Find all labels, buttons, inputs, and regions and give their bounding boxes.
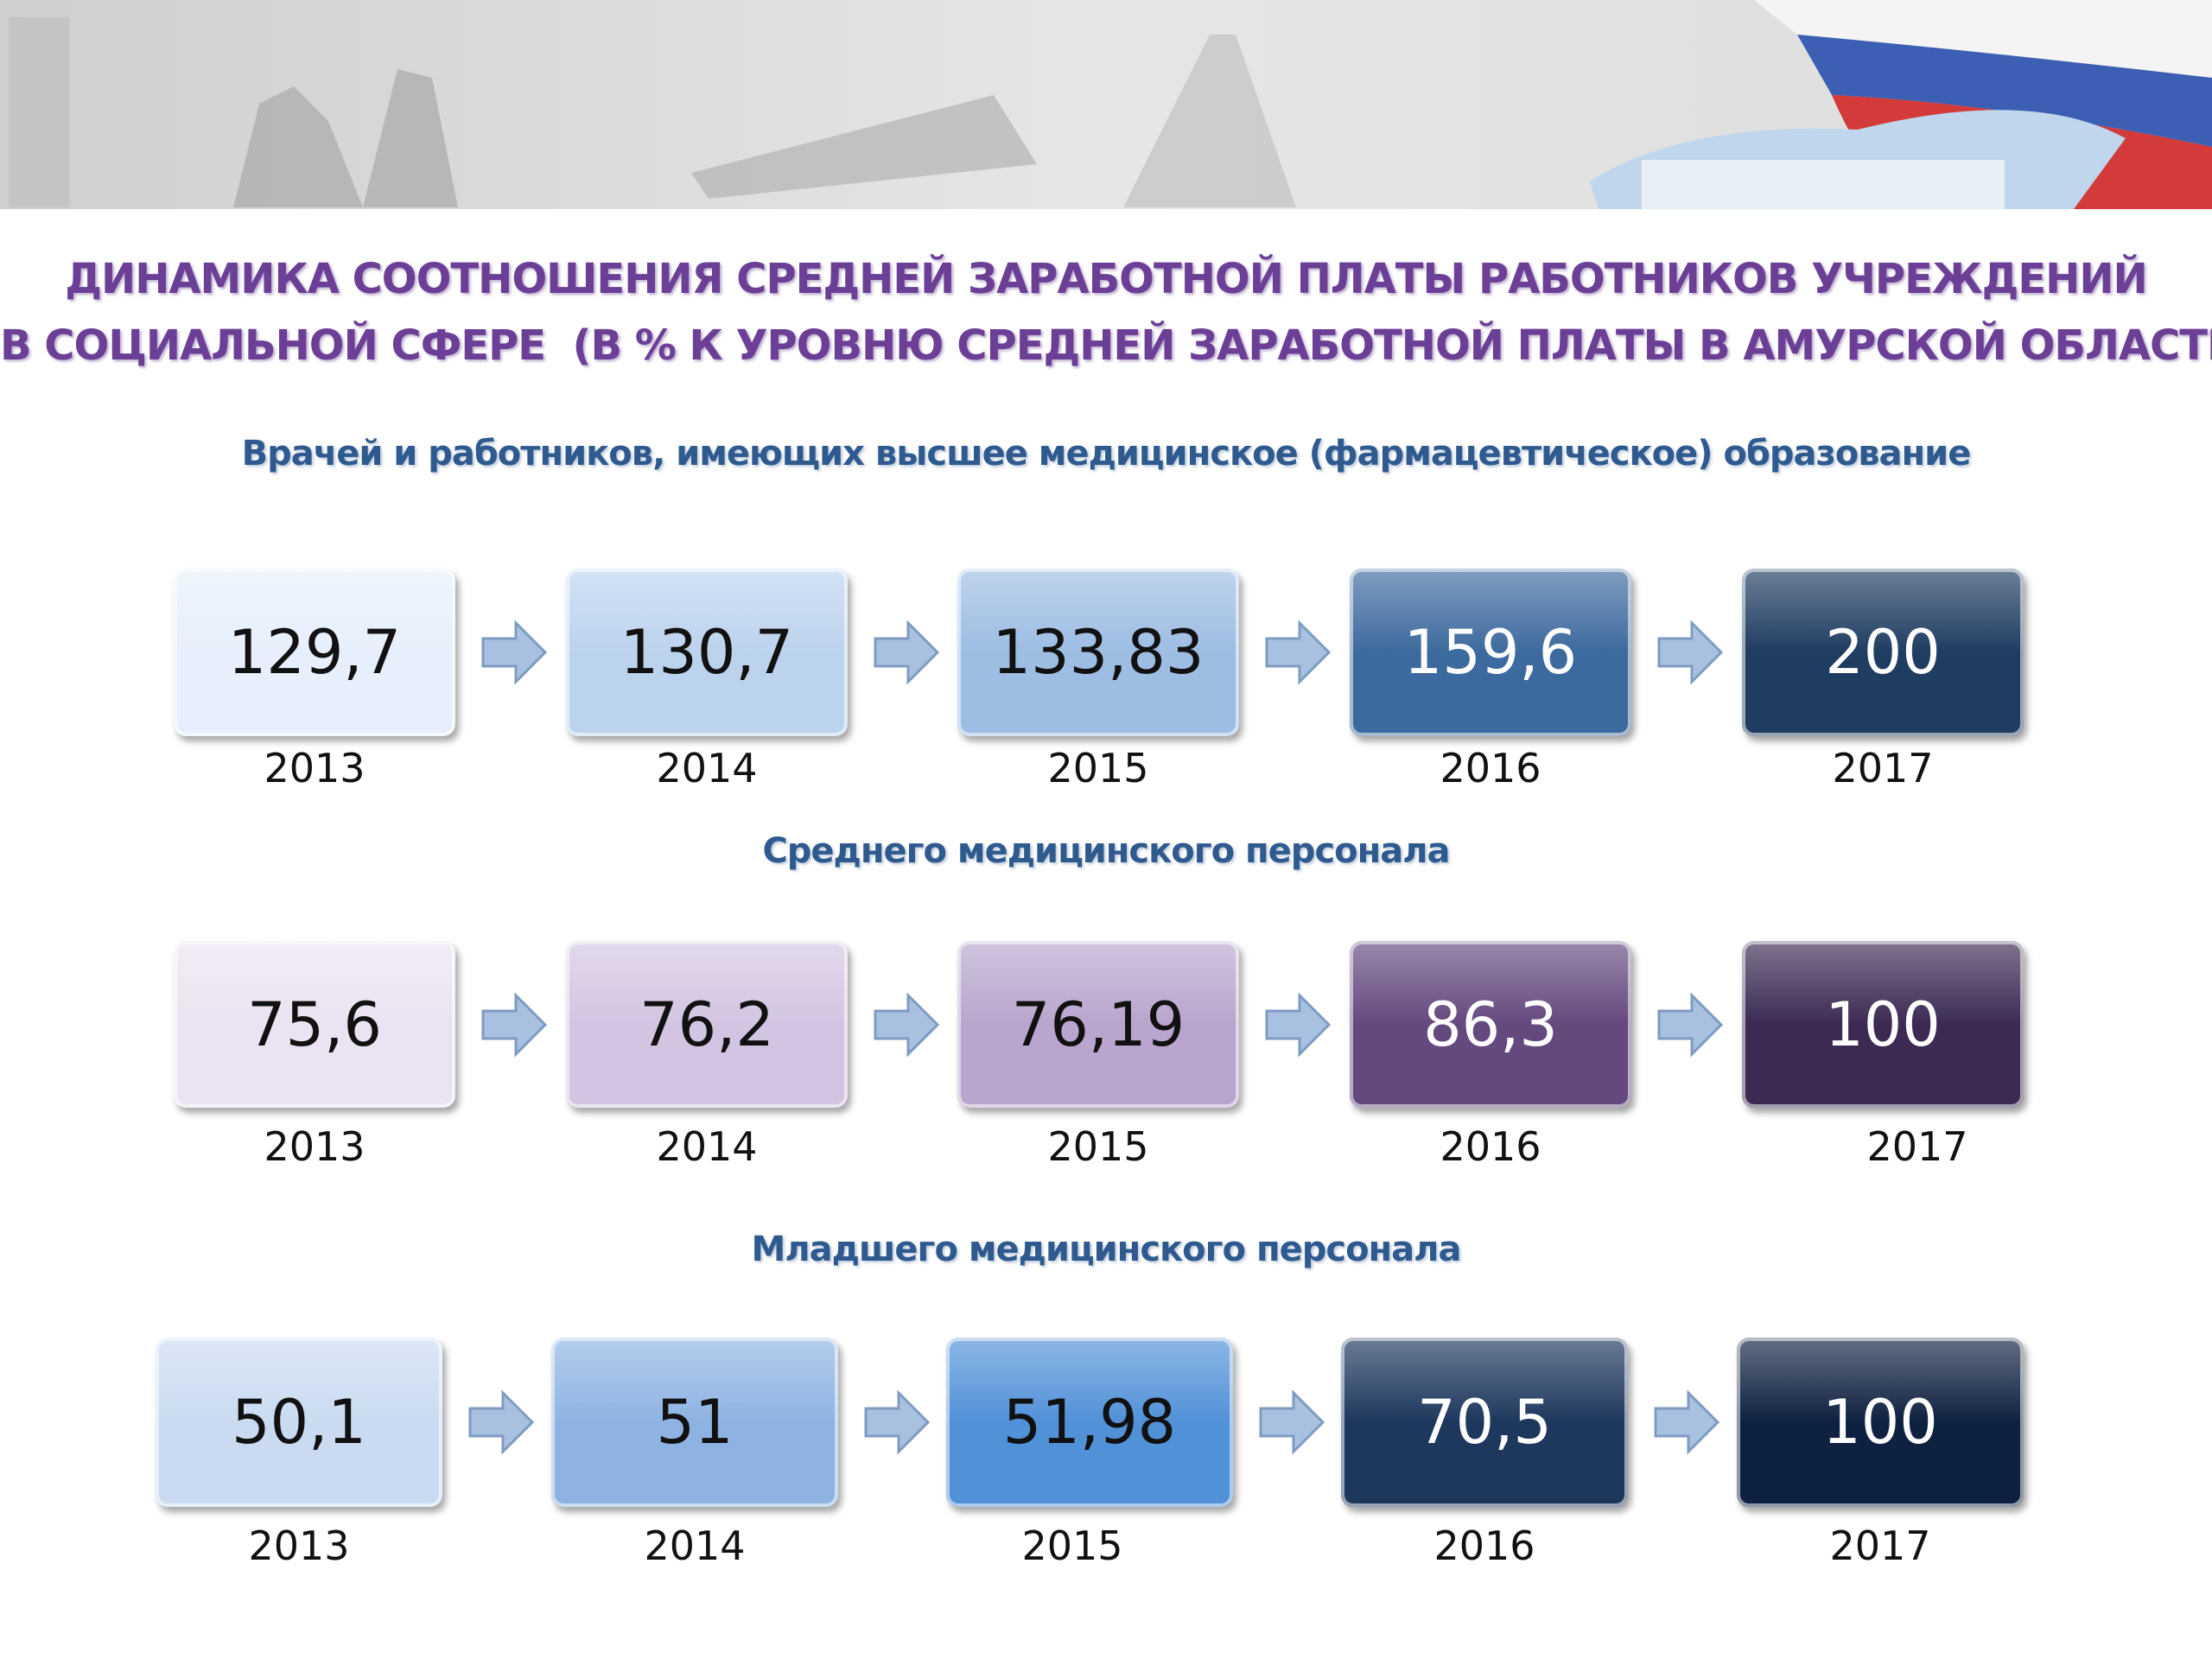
- year-label: 2013: [248, 1522, 350, 1569]
- section-title: Врачей и работников, имеющих высшее меди…: [241, 434, 1972, 474]
- section-title: Среднего медицинского персонала: [762, 831, 1450, 871]
- arrow: [1265, 991, 1332, 1058]
- value-box: 76,19: [957, 941, 1239, 1108]
- arrow: [874, 991, 940, 1058]
- value-box: 86,3: [1350, 941, 1631, 1108]
- value-box: 50,1: [156, 1338, 442, 1507]
- value-box: 51,98: [946, 1338, 1233, 1507]
- year-label: 2014: [656, 745, 758, 791]
- arrow: [481, 620, 548, 685]
- arrow: [1259, 1389, 1325, 1455]
- value-box: 76,2: [566, 941, 848, 1108]
- year-label: 2015: [1047, 745, 1149, 791]
- arrow: [1265, 620, 1332, 685]
- year-label: 2013: [264, 745, 365, 791]
- arrow: [1657, 620, 1724, 685]
- year-label: 2017: [1866, 1123, 1968, 1170]
- year-label: 2017: [1829, 1522, 1931, 1569]
- title-line: В СОЦИАЛЬНОЙ СФЕРЕ (В % К УРОВНЮ СРЕДНЕЙ…: [0, 321, 2212, 370]
- arrow: [874, 620, 940, 685]
- year-label: 2017: [1832, 745, 1934, 791]
- value-box: 75,6: [174, 941, 455, 1108]
- value-box: 100: [1742, 941, 2024, 1108]
- year-label: 2015: [1047, 1123, 1149, 1170]
- arrow: [481, 991, 548, 1058]
- year-label: 2013: [264, 1123, 365, 1170]
- title-line: ДИНАМИКА СООТНОШЕНИЯ СРЕДНЕЙ ЗАРАБОТНОЙ …: [65, 255, 2147, 303]
- value-box: 133,83: [957, 569, 1239, 736]
- arrow: [1654, 1389, 1720, 1455]
- value-box: 100: [1737, 1338, 2024, 1507]
- year-label: 2015: [1021, 1522, 1123, 1569]
- value-box: 200: [1742, 569, 2024, 736]
- value-box: 159,6: [1350, 569, 1631, 736]
- year-label: 2014: [656, 1123, 758, 1170]
- arrow: [1657, 991, 1724, 1058]
- value-box: 70,5: [1341, 1338, 1628, 1507]
- value-box: 129,7: [174, 569, 455, 736]
- year-label: 2014: [644, 1522, 746, 1569]
- arrow: [864, 1389, 931, 1455]
- year-label: 2016: [1440, 1123, 1541, 1170]
- value-box: 130,7: [566, 569, 848, 736]
- section-title: Младшего медицинского персонала: [751, 1230, 1462, 1269]
- banner: [0, 0, 2212, 209]
- year-label: 2016: [1440, 745, 1541, 791]
- year-label: 2016: [1433, 1522, 1535, 1569]
- value-box: 51: [551, 1338, 838, 1507]
- arrow: [468, 1389, 535, 1455]
